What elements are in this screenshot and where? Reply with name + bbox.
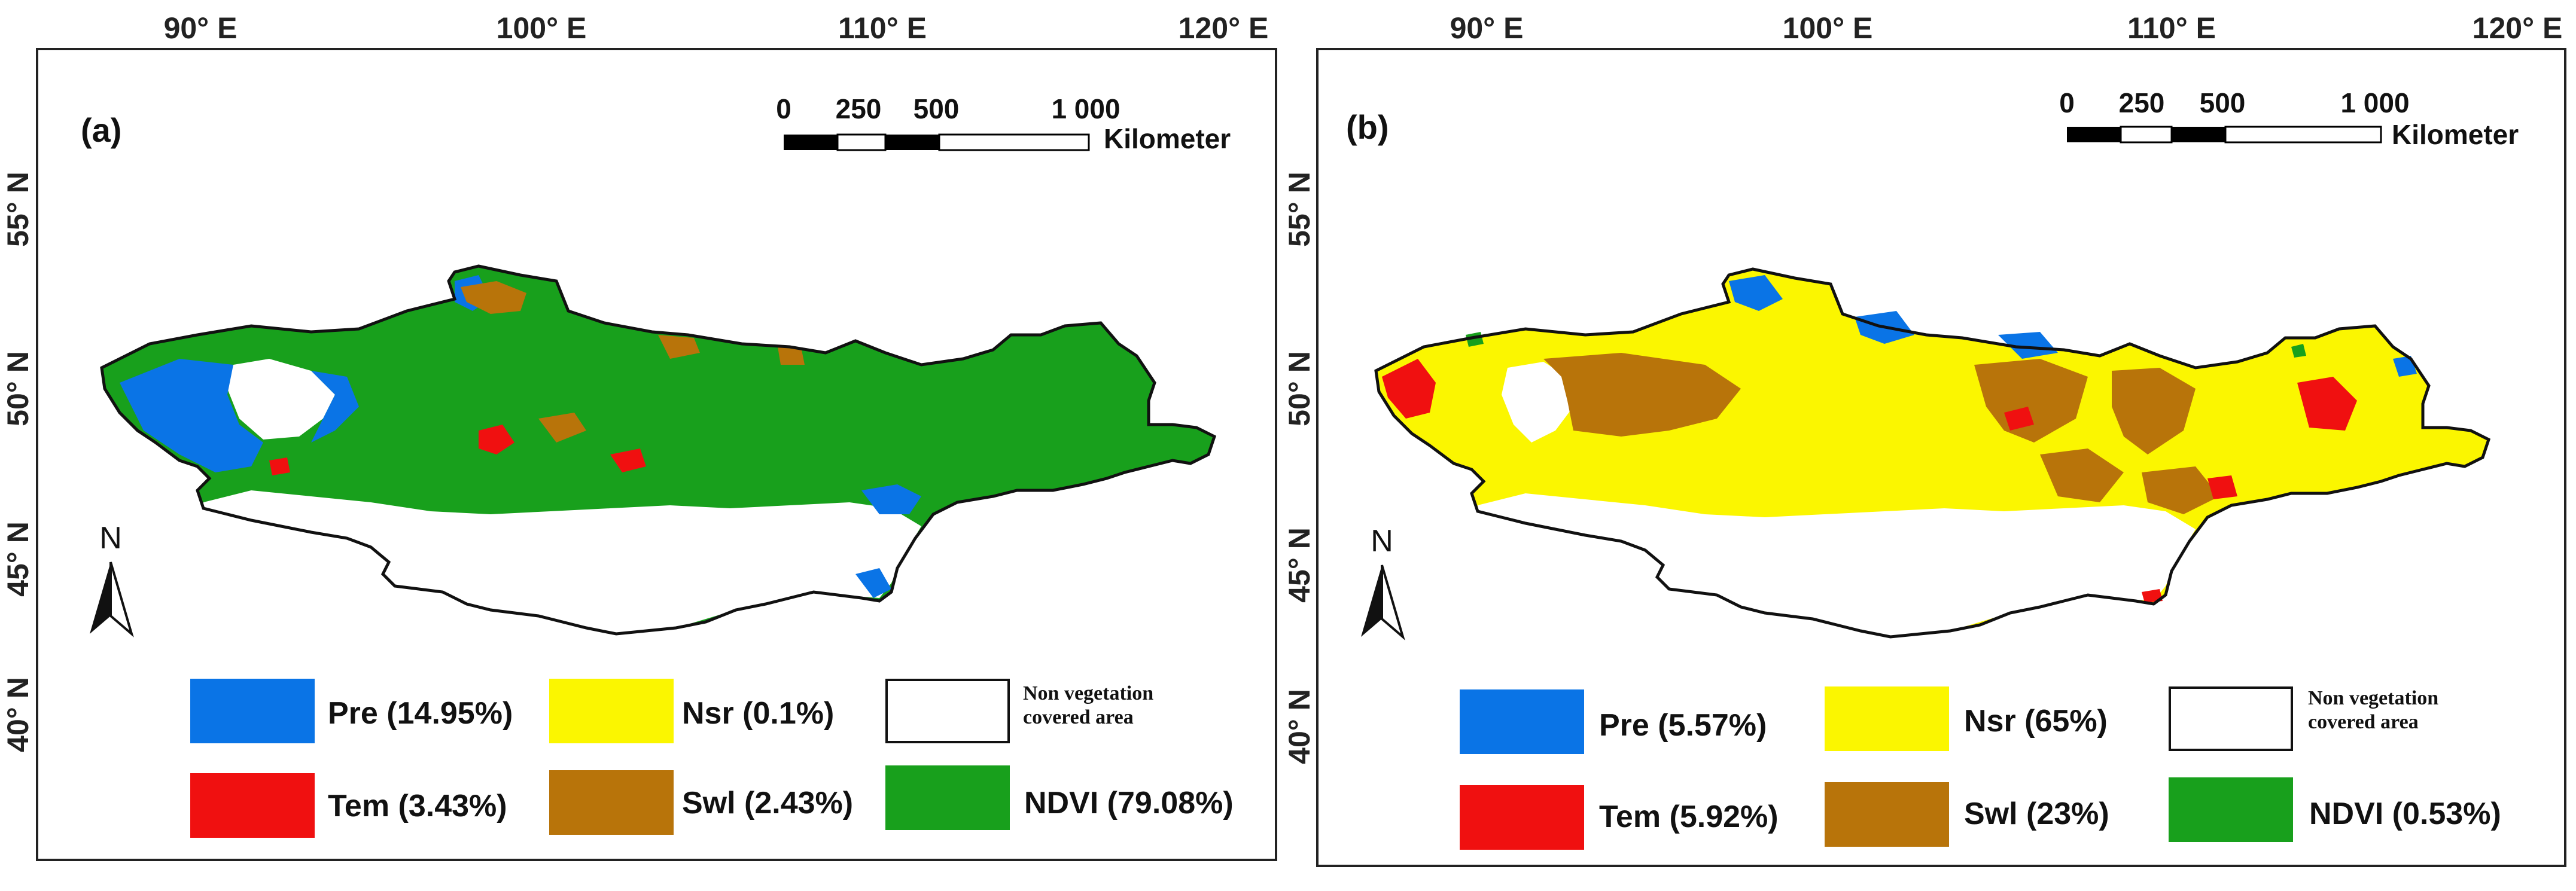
swl-patch: [658, 335, 700, 359]
scale-tick-0: 0: [776, 93, 791, 124]
legend-label-tem: Tem (5.92%): [1599, 800, 1779, 834]
pre-patch: [311, 371, 359, 443]
legend-label-non-vegetation: Non vegetation covered area: [2308, 687, 2439, 733]
legend-swatch-swl: [549, 770, 674, 835]
pre-patch: [861, 484, 921, 514]
legend-label-tem: Tem (3.43%): [328, 789, 507, 823]
legend-swatch-nsr: [549, 679, 674, 743]
scale-tick-1000: 1 000: [2340, 87, 2410, 118]
legend-label-swl: Swl (23%): [1964, 797, 2109, 831]
longitude-label-90: 90° E: [163, 11, 237, 45]
longitude-label-100: 100° E: [1782, 11, 1873, 45]
legend-swatch-tem: [1460, 785, 1584, 850]
tem-patch: [2297, 377, 2357, 431]
scale-bar: [2067, 126, 2382, 144]
map-panel-a: 90° E 100° E 110° E 120° E 55° N 50° N 4…: [1, 11, 1277, 861]
legend-swatch-non-vegetation: [885, 679, 1010, 743]
tem-patch: [269, 457, 290, 475]
legend-swatch-ndvi: [885, 765, 1010, 830]
pre-patch: [120, 359, 263, 472]
country-border: [1374, 267, 2491, 639]
non-vegetation-area: [1478, 493, 2196, 637]
legend-swatch-non-vegetation: [2169, 686, 2293, 751]
longitude-label-120: 120° E: [2472, 11, 2563, 45]
legend-swatch-pre: [1460, 689, 1584, 754]
scale-tick-250: 250: [2118, 87, 2165, 118]
map-graphics: [90, 133, 1217, 637]
tem-patch: [479, 425, 514, 454]
map-frame: [1316, 48, 2566, 867]
swl-patch: [538, 413, 586, 443]
longitude-label-110: 110° E: [838, 11, 927, 45]
legend-label-pre: Pre (14.95%): [328, 696, 513, 731]
panel-label: (b): [1346, 108, 1389, 146]
non-vegetation-area: [203, 490, 921, 634]
scale-tick-1000: 1 000: [1051, 93, 1120, 124]
tem-patch: [1382, 359, 1436, 419]
scale-tick-250: 250: [835, 93, 882, 124]
legend-label-nsr: Nsr (65%): [1964, 704, 2108, 739]
panel-label: (a): [81, 111, 122, 149]
scale-tick-500: 500: [913, 93, 960, 124]
scale-tick-0: 0: [2059, 87, 2075, 118]
longitude-label-90: 90° E: [1450, 11, 1524, 45]
legend-swatch-ndvi: [2169, 777, 2293, 842]
legend-label-ndvi: NDVI (79.08%): [1024, 786, 1234, 820]
swl-patch: [461, 281, 526, 314]
pre-patch: [855, 568, 891, 598]
north-arrow-letter: N: [1371, 524, 1393, 559]
swl-patch: [2112, 368, 2196, 454]
swl-patch: [1543, 353, 1741, 437]
legend-label-swl: Swl (2.43%): [682, 786, 854, 820]
scale-tick-500: 500: [2199, 87, 2246, 118]
legend-swatch-nsr: [1825, 686, 1949, 751]
longitude-label-100: 100° E: [496, 11, 587, 45]
legend-label-pre: Pre (5.57%): [1599, 708, 1767, 743]
legend-label-nsr: Nsr (0.1%): [682, 696, 835, 731]
longitude-label-120: 120° E: [1178, 11, 1269, 45]
mongolia-map: [1374, 267, 2491, 639]
tem-patch: [2004, 407, 2034, 431]
scale-bar: [784, 133, 1090, 151]
pre-patch: [1729, 275, 1783, 311]
legend-label-ndvi: NDVI (0.53%): [2309, 797, 2501, 831]
longitude-label-110: 110° E: [2127, 11, 2216, 45]
mongolia-map: [100, 264, 1217, 636]
non-vegetation-area: [227, 359, 335, 440]
north-arrow-letter: N: [99, 521, 122, 556]
scale-unit: Kilometer: [1104, 123, 1231, 154]
legend-swatch-swl: [1825, 782, 1949, 847]
swl-patch: [1974, 359, 2088, 443]
country-border: [100, 264, 1217, 636]
legend-swatch-tem: [190, 773, 315, 838]
map-graphics: [1361, 126, 2491, 640]
legend-swatch-pre: [190, 679, 315, 743]
swl-patch: [778, 347, 805, 365]
north-arrow: [90, 562, 134, 637]
swl-patch: [2040, 448, 2124, 502]
scale-unit: Kilometer: [2392, 119, 2519, 150]
pre-patch: [1998, 332, 2058, 359]
map-frame: [36, 48, 1277, 861]
ndvi-patch: [2291, 344, 2306, 358]
map-panel-b: 90° E 100° E 110° E 120° E 55° N 50° N 4…: [1283, 0, 2576, 891]
swl-patch: [2142, 466, 2219, 514]
north-arrow: [1361, 564, 1405, 640]
tem-patch: [2207, 475, 2237, 499]
legend-label-non-vegetation: Non vegetation covered area: [1023, 682, 1154, 728]
non-vegetation-area: [1502, 362, 1573, 443]
tem-patch: [610, 448, 646, 472]
